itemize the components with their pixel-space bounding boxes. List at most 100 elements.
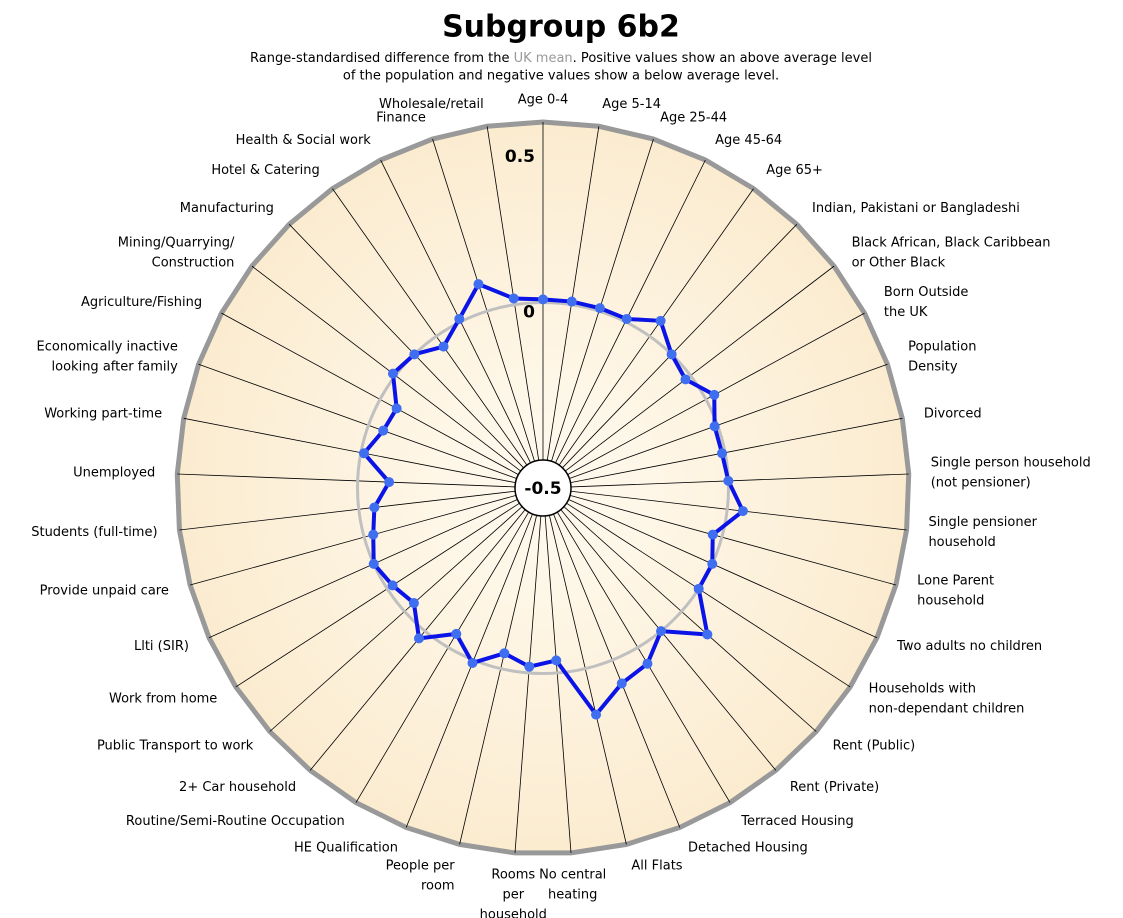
subtitle-part: . Positive values show an above average … bbox=[573, 51, 872, 66]
data-point bbox=[358, 448, 369, 459]
series-line bbox=[361, 282, 745, 717]
spoke bbox=[269, 506, 523, 732]
spoke bbox=[548, 515, 627, 845]
data-point bbox=[666, 349, 677, 360]
category-label: Households with bbox=[869, 681, 976, 696]
chart-subtitle: Range-standardised difference from the U… bbox=[250, 51, 872, 66]
spoke bbox=[514, 515, 542, 853]
data-point bbox=[621, 313, 632, 324]
spoke bbox=[560, 509, 777, 771]
category-label: Indian, Pakistani or Bangladeshi bbox=[812, 201, 1020, 216]
spoke bbox=[332, 188, 528, 466]
category-label: room bbox=[421, 878, 455, 893]
data-point bbox=[707, 529, 718, 540]
category-label: Economically inactive bbox=[37, 339, 178, 354]
spoke bbox=[183, 417, 516, 484]
chart-title: Subgroup 6b2 bbox=[442, 10, 680, 45]
data-point bbox=[707, 558, 718, 569]
data-point bbox=[656, 626, 667, 637]
category-label: Mining/Quarrying/ bbox=[118, 235, 235, 250]
spoke bbox=[553, 513, 681, 828]
category-label: Single person household bbox=[931, 456, 1091, 471]
spoke bbox=[432, 138, 535, 462]
data-point bbox=[368, 558, 379, 569]
category-label: Provide unpaid care bbox=[40, 583, 169, 598]
category-label: Llti (SIR) bbox=[134, 639, 189, 654]
category-label: Age 5-14 bbox=[602, 97, 661, 112]
spoke bbox=[288, 224, 524, 469]
spoke bbox=[355, 511, 530, 803]
data-point bbox=[591, 709, 602, 720]
category-label: or Other Black bbox=[852, 255, 946, 270]
spoke bbox=[544, 515, 572, 853]
spoke bbox=[486, 126, 540, 461]
data-point bbox=[467, 657, 478, 668]
category-label: Work from home bbox=[109, 691, 217, 706]
spoke bbox=[565, 265, 835, 472]
spoke bbox=[569, 495, 897, 586]
data-point bbox=[409, 349, 420, 360]
data-point bbox=[387, 580, 398, 591]
category-label: Routine/Semi-Routine Occupation bbox=[126, 814, 345, 829]
spoke bbox=[251, 265, 521, 472]
data-point bbox=[709, 421, 720, 432]
category-label: Age 25-44 bbox=[660, 111, 727, 126]
data-point bbox=[642, 658, 653, 669]
spoke bbox=[405, 513, 533, 828]
data-point bbox=[499, 648, 510, 659]
data-point bbox=[717, 448, 728, 459]
data-point bbox=[737, 506, 748, 517]
data-point bbox=[368, 529, 379, 540]
spoke bbox=[459, 515, 538, 845]
category-label: (not pensioner) bbox=[931, 476, 1031, 491]
chart-subtitle: of the population and negative values sh… bbox=[343, 69, 779, 84]
spoke bbox=[562, 224, 798, 469]
spoke bbox=[189, 495, 517, 586]
data-point bbox=[473, 279, 484, 290]
spoke bbox=[555, 159, 706, 464]
category-label: Public Transport to work bbox=[97, 739, 254, 754]
category-label: Black African, Black Caribbean bbox=[852, 235, 1051, 250]
data-point bbox=[594, 303, 605, 314]
data-point bbox=[391, 403, 402, 414]
data-point bbox=[709, 389, 720, 400]
spoke bbox=[179, 490, 516, 531]
spoke bbox=[235, 502, 520, 688]
spoke bbox=[570, 417, 903, 484]
category-label: Agriculture/Fishing bbox=[81, 295, 202, 310]
spoke bbox=[556, 511, 731, 803]
category-label: household bbox=[480, 907, 547, 918]
category-label: Age 0-4 bbox=[518, 93, 569, 108]
spoke bbox=[551, 138, 654, 462]
spoke bbox=[569, 363, 888, 479]
inner-circle bbox=[514, 459, 572, 517]
category-label: All Flats bbox=[631, 858, 682, 873]
category-label: HE Qualification bbox=[294, 840, 398, 855]
category-label: Single pensioner bbox=[928, 515, 1037, 530]
category-label: Born Outside bbox=[884, 285, 969, 300]
spoke bbox=[380, 159, 531, 464]
category-label: Lone Parent bbox=[917, 573, 994, 588]
data-point bbox=[616, 678, 627, 689]
spoke bbox=[221, 312, 519, 475]
data-point bbox=[384, 477, 395, 488]
tick-label: 0.5 bbox=[505, 147, 535, 167]
data-point bbox=[723, 475, 734, 486]
category-label: Rent (Public) bbox=[833, 739, 916, 754]
category-label: Two adults no children bbox=[896, 639, 1042, 654]
subtitle-highlight: UK mean bbox=[514, 51, 573, 66]
category-label: Age 65+ bbox=[766, 163, 823, 178]
data-point bbox=[508, 293, 519, 304]
category-label: household bbox=[928, 535, 995, 550]
category-label: Terraced Housing bbox=[740, 814, 854, 829]
spoke bbox=[198, 363, 517, 479]
category-label: People per bbox=[386, 858, 456, 873]
spoke bbox=[566, 502, 851, 688]
data-point bbox=[524, 661, 535, 672]
spoke bbox=[208, 499, 518, 639]
spoke bbox=[546, 126, 600, 461]
tick-label: -0.5 bbox=[524, 479, 561, 499]
category-label: the UK bbox=[884, 305, 928, 320]
spoke bbox=[563, 506, 817, 732]
